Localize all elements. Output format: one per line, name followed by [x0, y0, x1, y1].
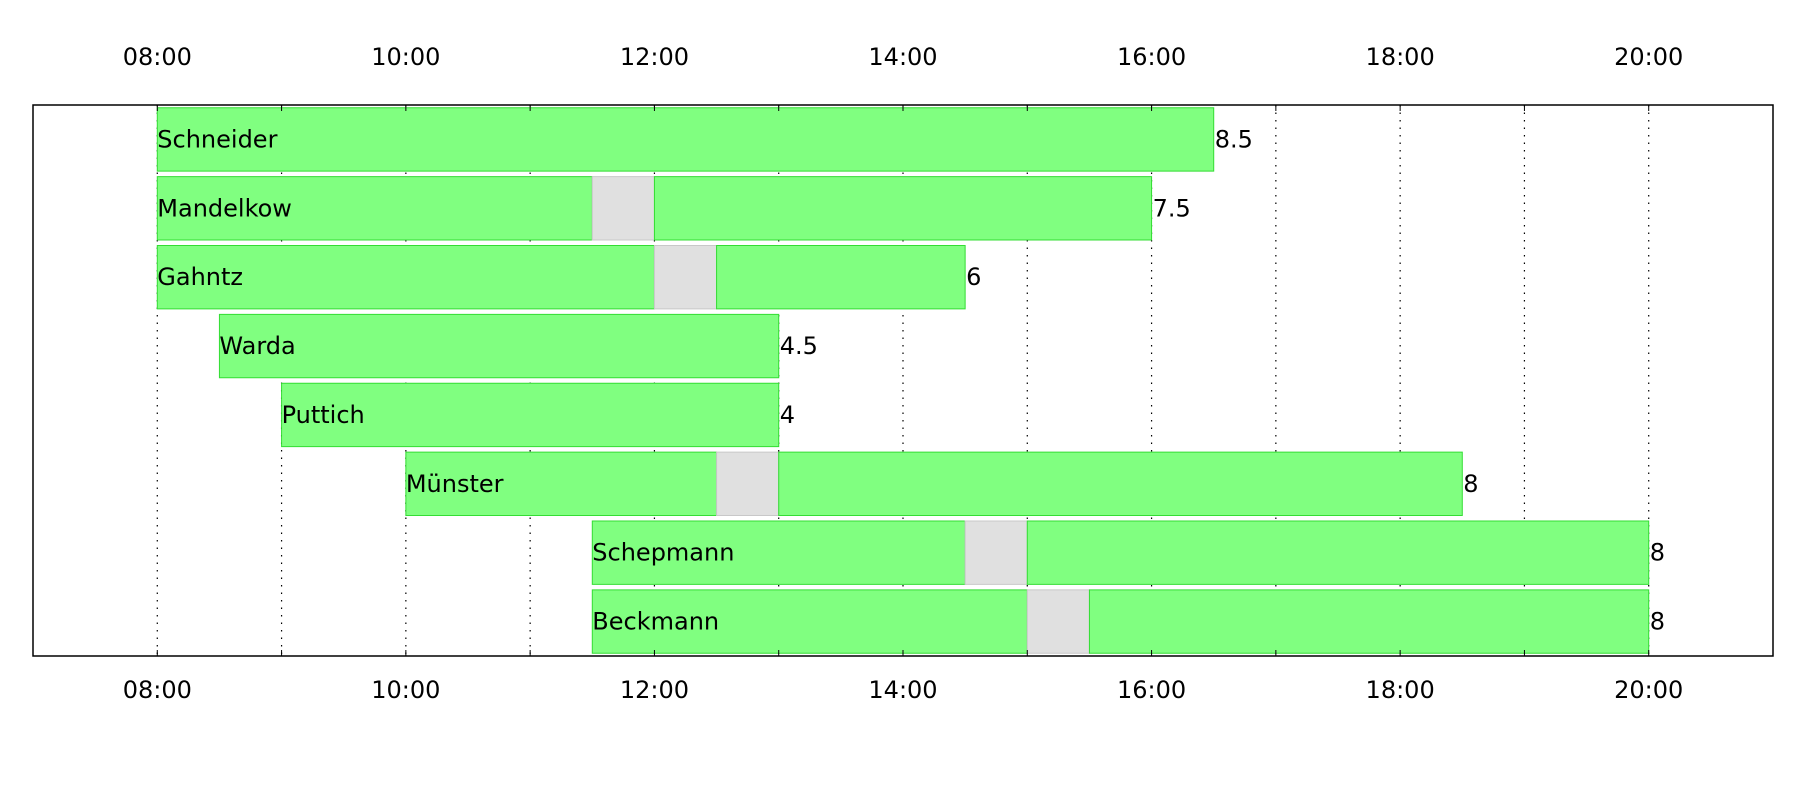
shift-bar-segment [591, 520, 966, 585]
top-tick-label: 10:00 [371, 43, 440, 71]
break-bar-segment [716, 451, 780, 516]
employee-name-label: Beckmann [592, 608, 719, 636]
hours-total-label: 8 [1650, 539, 1665, 567]
employee-name-label: Warda [219, 332, 295, 360]
top-tick-label: 14:00 [868, 43, 937, 71]
plot-frame [32, 104, 1774, 657]
top-tick-label: 20:00 [1614, 43, 1683, 71]
break-bar-segment [964, 520, 1028, 585]
hours-total-label: 4 [780, 401, 795, 429]
shift-bar-segment [1088, 589, 1650, 654]
hours-total-label: 7.5 [1153, 194, 1191, 222]
top-tick-label: 12:00 [620, 43, 689, 71]
top-tick-label: 18:00 [1366, 43, 1435, 71]
time-axes: 08:00 08:00 10:00 10:00 12:00 12:00 14:00 14:00… [123, 43, 1684, 704]
shift-bar-segment [156, 245, 655, 310]
break-bar-segment [653, 245, 718, 310]
shift-bar-segment [591, 589, 1028, 654]
shift-bar-segment [716, 245, 966, 310]
shift-bar-segment [405, 451, 718, 516]
bottom-tick-label: 12:00 [620, 676, 689, 704]
employee-name-label: Schneider [157, 125, 277, 153]
hours-total-label: 8 [1463, 470, 1478, 498]
bottom-tick-label: 08:00 [123, 676, 192, 704]
hours-total-label: 6 [966, 263, 981, 291]
top-tick-label: 16:00 [1117, 43, 1186, 71]
break-bar-segment [1026, 589, 1090, 654]
employee-name-label: Puttich [282, 401, 365, 429]
row-labels: Schneider 8.5 Mandelkow 7.5 Gahntz 6 Warda 4.5 P… [157, 125, 1665, 635]
employee-name-label: Mandelkow [157, 194, 292, 222]
bottom-tick-label: 10:00 [371, 676, 440, 704]
shift-bar-segment [156, 107, 1215, 172]
hours-total-label: 8.5 [1215, 125, 1253, 153]
shift-bar-segment [218, 313, 780, 379]
shift-bars [156, 107, 1650, 654]
shift-bar-segment [653, 176, 1153, 241]
employee-name-label: Schepmann [592, 539, 734, 567]
top-tick-label: 08:00 [123, 43, 192, 71]
shift-bar-segment [778, 451, 1463, 516]
shift-bar-segment [281, 382, 780, 448]
hours-total-label: 8 [1650, 608, 1665, 636]
shift-bar-segment [156, 176, 593, 241]
employee-name-label: Münster [406, 470, 504, 498]
bottom-tick-label: 18:00 [1366, 676, 1435, 704]
bottom-tick-label: 16:00 [1117, 676, 1186, 704]
shift-bar-segment [1026, 520, 1650, 585]
bottom-tick-label: 14:00 [868, 676, 937, 704]
hours-total-label: 4.5 [780, 332, 818, 360]
break-bar-segment [591, 176, 655, 241]
bottom-tick-label: 20:00 [1614, 676, 1683, 704]
employee-name-label: Gahntz [157, 263, 243, 291]
